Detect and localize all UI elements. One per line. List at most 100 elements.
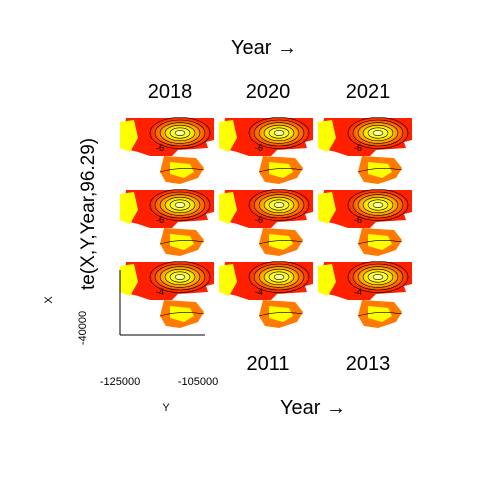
axis-x-tick-label-1: -125000 (100, 376, 140, 388)
panel-contour-ring (352, 119, 404, 147)
panel-contour-label: -4 (354, 287, 362, 297)
panel-contour-ring (174, 274, 186, 280)
panel-1-0: -6 (120, 189, 214, 256)
panel-contour-ring (273, 202, 285, 208)
axis-y-tick-label: -40000 (77, 311, 89, 345)
panel-contour-ring (347, 189, 409, 221)
panel-contour-ring (372, 274, 384, 280)
panel-edge-low (219, 192, 237, 224)
panel-contour-ring (367, 127, 389, 139)
panel-contour-ring (357, 194, 399, 216)
panel-hotspot (249, 190, 309, 220)
panel-tail-high (368, 234, 392, 250)
panel-contour-label: -6 (156, 143, 164, 153)
panel-contour-ring (362, 196, 394, 214)
panel-tail-contour (357, 168, 403, 173)
panel-contour-ring (372, 130, 384, 136)
year-label-2011: 2011 (246, 353, 289, 375)
panel-tail-high (170, 234, 194, 250)
panel-contour-ring (263, 268, 295, 286)
panel-tail-high (269, 234, 293, 250)
panel-edge-low (219, 120, 237, 152)
panel-contour-ring (362, 268, 394, 286)
panel-contour-ring (258, 122, 300, 144)
panel-tail-high (269, 306, 293, 322)
panel-contour-ring (159, 266, 201, 288)
panel-2-1: -4 (219, 261, 313, 328)
panel-contour-ring (248, 189, 310, 221)
y-axis-title: te(X,Y,Year,96.29) (78, 138, 99, 290)
panel-tail-contour (357, 240, 403, 245)
panel-contour-ring (154, 263, 206, 291)
panel-2-0: -4 (120, 261, 214, 328)
panel-contour-ring (253, 191, 305, 219)
panel-contour-ring (169, 127, 191, 139)
panel-0-2: -6 (318, 117, 412, 184)
panel-contour-ring (258, 194, 300, 216)
panel-contour-ring (347, 261, 409, 293)
panel-contour-ring (268, 199, 290, 211)
panel-tail-high (170, 162, 194, 178)
panel-contour-ring (149, 189, 211, 221)
panel-contour-ring (248, 261, 310, 293)
panel-contour-ring (263, 124, 295, 142)
panel-hotspot (348, 190, 408, 220)
panel-contour-ring (352, 263, 404, 291)
panel-contour-ring (352, 191, 404, 219)
panel-tail-contour (258, 168, 304, 173)
axis-box (119, 270, 205, 336)
panel-edge-low (318, 264, 336, 296)
panel-grid: -6 -6 -6 -6 -6 -6 -4 -4 -4 (120, 117, 412, 328)
panel-contour-ring (248, 117, 310, 149)
panel-0-1: -6 (219, 117, 313, 184)
panel-contour-ring (372, 202, 384, 208)
panel-contour-ring (154, 119, 206, 147)
panel-tail-contour (159, 168, 205, 173)
panel-contour-ring (174, 130, 186, 136)
year-label-2020: 2020 (246, 81, 291, 103)
panel-contour-ring (253, 263, 305, 291)
panel-tail-contour (258, 240, 304, 245)
axis-x-tick-label-2: -105000 (178, 376, 218, 388)
panel-1-1: -6 (219, 189, 313, 256)
axis-x-title: X (43, 296, 55, 304)
panel-contour-label: -6 (156, 215, 164, 225)
panel-contour-ring (169, 271, 191, 283)
year-label-2018: 2018 (148, 81, 193, 103)
panel-edge-low (120, 120, 138, 152)
panel-contour-ring (164, 196, 196, 214)
panel-edge-low (318, 192, 336, 224)
panel-edge-low (120, 264, 138, 296)
panel-contour-ring (268, 127, 290, 139)
panel-contour-ring (258, 266, 300, 288)
panel-hotspot (150, 118, 210, 148)
panel-contour-label: -4 (156, 287, 164, 297)
panel-contour-ring (154, 191, 206, 219)
year-label-2021: 2021 (346, 81, 391, 103)
panel-contour-label: -6 (354, 143, 362, 153)
axis-y-title: Y (162, 402, 170, 414)
panel-tail-high (368, 306, 392, 322)
panel-tail-high (170, 306, 194, 322)
panel-hotspot (150, 190, 210, 220)
panel-contour-ring (273, 274, 285, 280)
panel-contour-label: -6 (255, 215, 263, 225)
panel-contour-ring (159, 194, 201, 216)
panel-1-2: -6 (318, 189, 412, 256)
panel-tail-high (368, 162, 392, 178)
top-axis-label: Year → (231, 37, 297, 59)
panel-hotspot (348, 118, 408, 148)
panel-tail-high (269, 162, 293, 178)
panel-hotspot (249, 118, 309, 148)
panel-contour-ring (149, 117, 211, 149)
panel-hotspot (249, 262, 309, 292)
panel-tail-contour (159, 312, 205, 317)
panel-contour-ring (174, 202, 186, 208)
panel-hotspot (150, 262, 210, 292)
panel-tail-contour (357, 312, 403, 317)
panel-0-0: -6 (120, 117, 214, 184)
panel-contour-label: -4 (255, 287, 263, 297)
panel-contour-ring (164, 268, 196, 286)
panel-contour-ring (273, 130, 285, 136)
panel-contour-ring (362, 124, 394, 142)
